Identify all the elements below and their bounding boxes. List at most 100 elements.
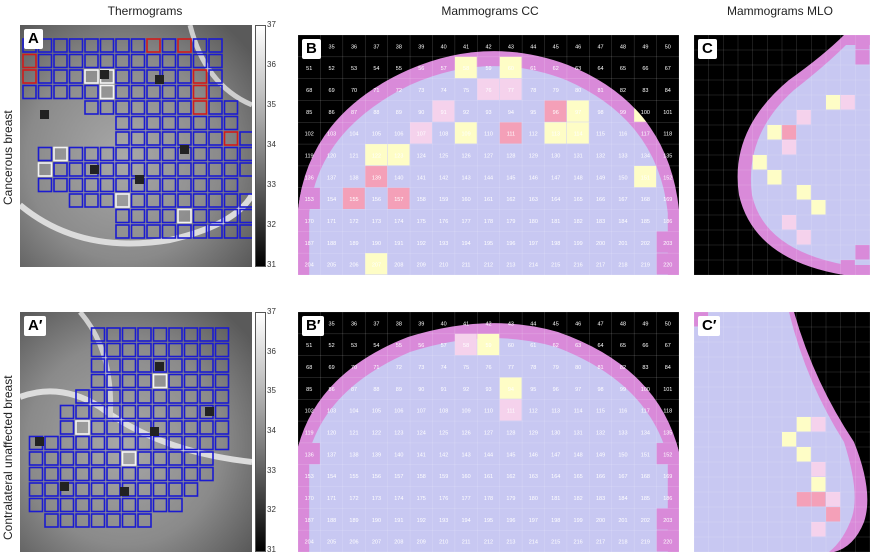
cc-highlight-cell: [656, 231, 679, 253]
cc-cell-number: 104: [349, 409, 358, 415]
cc-cell-number: 70: [351, 88, 357, 94]
cc-cell-number: 50: [665, 44, 671, 50]
colorbar-bottom: [255, 312, 266, 552]
thermo-roi-square: [177, 177, 192, 193]
cc-cell-number: 114: [574, 409, 583, 415]
cc-cell-number: 154: [327, 474, 336, 480]
cc-cell-number: 207: [372, 540, 381, 546]
panel-label-c-prime: C′: [698, 316, 721, 336]
thermo-roi-square: [75, 420, 90, 435]
mlo-highlight-cell: [855, 35, 870, 50]
colorbar-top-tick-33: 33: [267, 180, 276, 189]
thermo-roi-square: [68, 162, 84, 177]
thermo-roi-square: [168, 497, 183, 513]
cc-cell-number: 99: [620, 387, 626, 393]
cc-cell-number: 197: [529, 241, 538, 247]
cc-cell-number: 51: [306, 343, 312, 349]
cc-cell-number: 208: [394, 540, 403, 546]
thermo-roi-square: [168, 435, 183, 451]
mammograms-mlo-heading: Mammograms MLO: [726, 4, 833, 18]
thermo-roi-square: [183, 327, 199, 342]
thermo-roi-square: [161, 208, 177, 224]
cc-cell-number: 97: [575, 110, 581, 116]
thermo-roi-square: [152, 327, 168, 342]
cc-cell-number: 182: [574, 496, 583, 502]
cc-cell-number: 130: [551, 431, 560, 437]
cc-cell-number: 35: [329, 321, 335, 327]
cc-cell-number: 117: [641, 409, 650, 415]
thermogram-bottom-image: [20, 312, 252, 552]
thermo-roi-square: [90, 466, 106, 482]
thermo-roi-square: [99, 100, 115, 115]
cc-cell-number: 112: [529, 409, 538, 415]
cc-cell-number: 105: [372, 409, 381, 415]
thermo-dark-marker: [90, 165, 99, 174]
cc-cell-number: 128: [506, 154, 515, 160]
cc-cell-number: 101: [663, 387, 672, 393]
thermo-roi-square: [59, 404, 75, 420]
thermo-roi-square: [146, 208, 161, 224]
thermo-roi-square: [208, 115, 223, 131]
cc-cell-number: 218: [618, 540, 627, 546]
thermo-roi-square: [121, 466, 137, 482]
cc-cell-number: 100: [641, 387, 650, 393]
thermo-roi-square: [121, 435, 137, 451]
mlo-highlight-cell: [840, 95, 855, 110]
cc-cell-number: 55: [396, 343, 402, 349]
mammograms-cc-heading: Mammograms CC: [441, 4, 539, 18]
thermo-roi-square: [75, 497, 90, 513]
cc-cell-number: 120: [327, 154, 336, 160]
cc-cell-number: 168: [641, 474, 650, 480]
cc-cell-number: 93: [485, 387, 491, 393]
thermo-roi-square: [183, 389, 199, 404]
thermo-dark-marker: [180, 145, 189, 154]
thermo-roi-square: [53, 38, 68, 53]
cc-cell-number: 202: [641, 241, 650, 247]
thermo-roi-square: [152, 466, 168, 482]
cc-cell-number: 195: [484, 518, 493, 524]
thermo-roi-square: [106, 497, 121, 513]
cc-cell-number: 131: [574, 431, 583, 437]
thermo-roi-square: [84, 69, 99, 84]
thermo-roi-square: [239, 131, 252, 146]
thermo-roi-square: [59, 513, 75, 528]
thermo-roi-square: [84, 53, 99, 69]
cc-highlight-cell: [499, 122, 522, 144]
cc-cell-number: 104: [349, 132, 358, 138]
thermo-roi-square: [177, 224, 192, 239]
cc-cell-number: 211: [462, 263, 471, 269]
cc-cell-number: 52: [329, 343, 335, 349]
thermo-roi-square: [168, 389, 183, 404]
cc-highlight-cell: [499, 78, 522, 100]
cc-cell-number: 52: [329, 66, 335, 72]
cc-cell-number: 119: [305, 431, 314, 437]
thermo-roi-square: [68, 69, 84, 84]
thermo-roi-square: [146, 224, 161, 239]
mlo-breast-region: [694, 312, 868, 552]
cc-cell-number: 106: [394, 409, 403, 415]
cc-cell-number: 95: [530, 387, 536, 393]
cc-cell-number: 151: [641, 452, 650, 458]
cc-cell-number: 127: [484, 431, 493, 437]
thermo-roi-square: [152, 358, 168, 373]
thermo-roi-square: [130, 100, 146, 115]
thermo-roi-square: [192, 38, 208, 53]
thermo-roi-square: [199, 420, 214, 435]
mlo-highlight-cell: [811, 417, 826, 432]
cc-cell-number: 73: [418, 88, 424, 94]
thermogram-bottom-panel: A′: [20, 312, 252, 552]
cc-cell-number: 89: [396, 387, 402, 393]
cc-cell-number: 201: [618, 518, 627, 524]
thermo-roi-square: [161, 100, 177, 115]
thermo-dark-marker: [40, 110, 49, 119]
thermo-roi-square: [177, 193, 192, 208]
thermo-roi-square: [28, 482, 44, 497]
cc-cell-number: 181: [551, 219, 560, 225]
cc-cell-number: 62: [553, 66, 559, 72]
cc-cell-number: 214: [529, 263, 538, 269]
thermo-roi-square: [44, 513, 59, 528]
cc-cell-number: 144: [484, 175, 493, 181]
cc-highlight-cell: [477, 78, 500, 100]
thermo-roi-square: [137, 435, 152, 451]
cc-cell-number: 61: [530, 343, 536, 349]
